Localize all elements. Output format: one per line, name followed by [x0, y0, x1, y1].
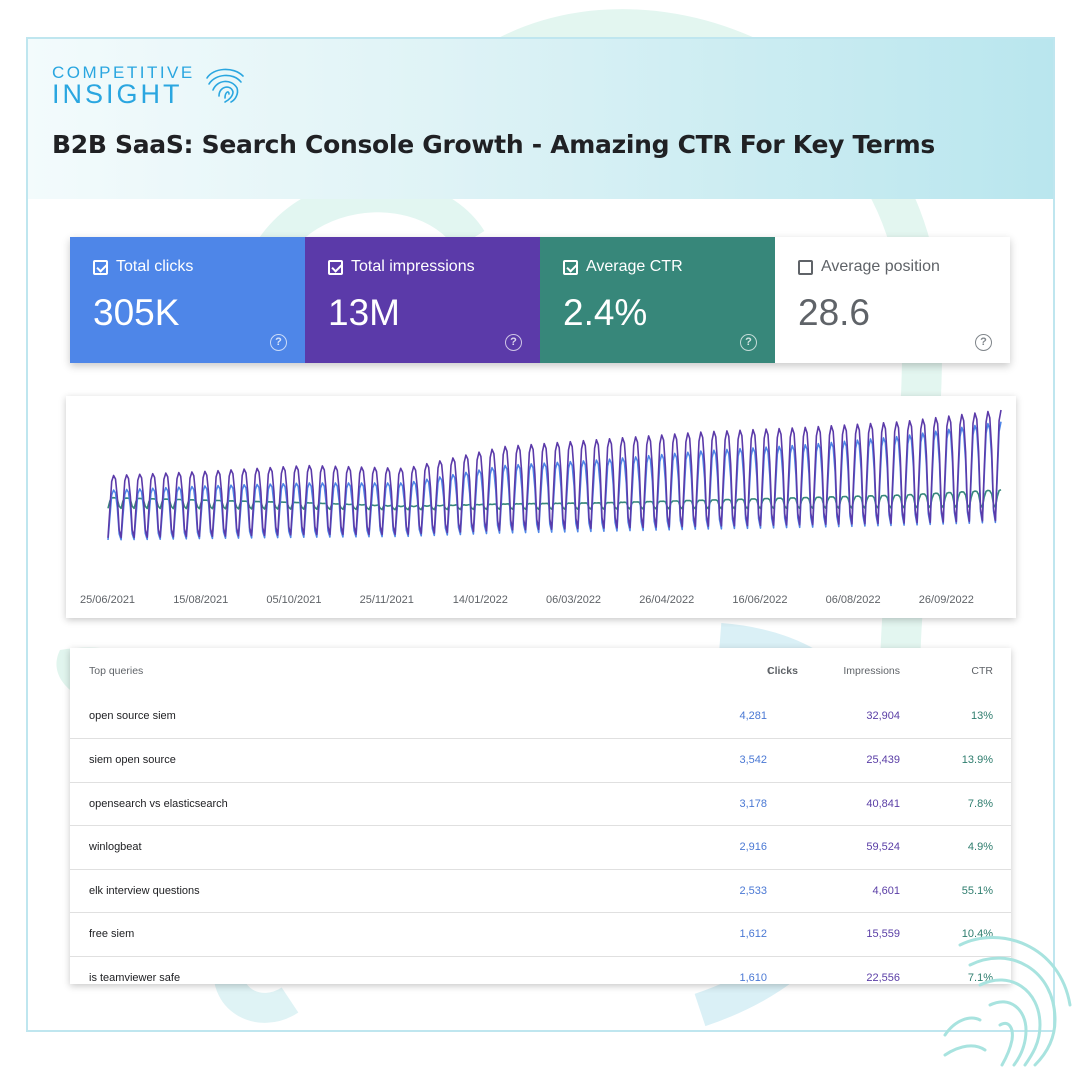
fingerprint-icon	[206, 68, 244, 103]
x-tick-label: 25/11/2021	[359, 594, 414, 606]
table-row[interactable]: opensearch vs elasticsearch 3,178 40,841 7.…	[70, 781, 1011, 826]
metric-cards: Total clicks 305K ? Total impressions 13…	[70, 237, 1010, 363]
chart-plot	[107, 409, 1002, 541]
clicks-cell: 2,533	[739, 884, 767, 897]
table-row[interactable]: is teamviewer safe 1,610 22,556 7.1%	[70, 955, 1011, 1000]
metric-card-clicks[interactable]: Total clicks 305K ?	[70, 237, 305, 363]
header-clicks-label: Clicks	[767, 664, 798, 677]
page-title: B2B SaaS: Search Console Growth - Amazin…	[52, 130, 935, 159]
help-icon[interactable]: ?	[505, 334, 522, 351]
header-queries: Top queries	[89, 664, 144, 677]
metric-label: Average position	[821, 258, 940, 275]
header-banner	[28, 39, 1053, 199]
x-tick-label: 25/06/2021	[80, 594, 136, 606]
query-cell: free siem	[89, 928, 135, 941]
table-row[interactable]: winlogbeat 2,916 59,524 4.9%	[70, 825, 1011, 869]
query-cell: winlogbeat	[89, 841, 142, 854]
x-tick-label: 05/10/2021	[266, 594, 322, 606]
impressions-cell: 40,841	[866, 797, 900, 810]
arrow-down-icon: ↓	[767, 664, 773, 677]
checkbox-icon[interactable]	[328, 259, 343, 275]
x-tick-label: 26/04/2022	[639, 594, 695, 606]
brand-line2: INSIGHT	[52, 79, 183, 109]
fingerprint-decoration-icon	[943, 936, 1072, 1067]
impressions-cell: 15,559	[866, 928, 900, 941]
query-cell: is teamviewer safe	[89, 971, 181, 984]
brand-line1: COMPETITIVE	[52, 63, 195, 82]
query-cell: siem open source	[89, 754, 176, 767]
metric-card-ctr[interactable]: Average CTR 2.4% ?	[540, 237, 775, 363]
table-row[interactable]: free siem 1,612 15,559 10.4%	[70, 912, 1011, 956]
series-line-impressions	[107, 409, 1002, 539]
query-cell: opensearch vs elasticsearch	[89, 797, 228, 810]
clicks-cell: 4,281	[739, 709, 767, 722]
checkbox-icon[interactable]	[563, 259, 578, 275]
x-tick-label: 14/01/2022	[452, 594, 508, 606]
x-tick-label: 15/08/2021	[173, 594, 229, 606]
metric-value: 2.4%	[563, 292, 648, 333]
table-row[interactable]: siem open source 3,542 25,439 13.9%	[70, 738, 1011, 782]
x-tick-label: 16/06/2022	[732, 594, 788, 606]
top-queries-table: Top queries ↓ Clicks Impressions CTR open…	[70, 648, 1011, 984]
metric-value: 13M	[328, 292, 400, 333]
help-icon[interactable]: ?	[975, 334, 992, 351]
ctr-cell: 55.1%	[961, 884, 993, 897]
ctr-cell: 4.9%	[967, 841, 993, 854]
clicks-cell: 3,542	[739, 754, 767, 767]
impressions-cell: 59,524	[866, 841, 900, 854]
impressions-cell: 4,601	[872, 884, 900, 897]
ctr-cell: 13%	[970, 709, 993, 722]
clicks-cell: 1,610	[739, 971, 767, 984]
clicks-cell: 3,178	[739, 797, 767, 810]
clicks-cell: 2,916	[739, 841, 767, 854]
content-frame	[26, 37, 1055, 1032]
checkbox-icon[interactable]	[798, 259, 813, 275]
metric-label: Total clicks	[116, 258, 194, 275]
header-ctr[interactable]: CTR	[971, 664, 993, 677]
checkbox-icon[interactable]	[93, 259, 108, 275]
header-impressions[interactable]: Impressions	[843, 664, 900, 677]
brand-logo: COMPETITIVE INSIGHT	[52, 63, 195, 109]
impressions-cell: 22,556	[866, 971, 900, 984]
metric-value: 305K	[93, 292, 180, 333]
help-icon[interactable]: ?	[270, 334, 287, 351]
x-tick-label: 26/09/2022	[918, 594, 974, 606]
help-icon[interactable]: ?	[740, 334, 757, 351]
query-cell: open source siem	[89, 709, 176, 722]
impressions-cell: 32,904	[866, 709, 900, 722]
table-row[interactable]: elk interview questions 2,533 4,601 55.1%	[70, 868, 1011, 913]
ctr-cell: 7.8%	[967, 797, 993, 810]
x-tick-label: 06/08/2022	[825, 594, 881, 606]
metric-card-impressions[interactable]: Total impressions 13M ?	[305, 237, 540, 363]
performance-chart: 25/06/2021 15/08/2021 05/10/2021 25/11/2021…	[66, 396, 1016, 618]
table-row[interactable]: open source siem 4,281 32,904 13%	[70, 693, 1011, 738]
x-tick-label: 06/03/2022	[546, 594, 602, 606]
metric-label: Average CTR	[586, 258, 683, 275]
impressions-cell: 25,439	[866, 754, 900, 767]
ctr-cell: 13.9%	[961, 754, 993, 767]
metric-label: Total impressions	[351, 258, 475, 275]
clicks-cell: 1,612	[739, 928, 767, 941]
table-header: Top queries ↓ Clicks Impressions CTR	[70, 648, 1011, 693]
metric-card-position[interactable]: Average position 28.6 ?	[775, 237, 1010, 363]
query-cell: elk interview questions	[89, 884, 200, 897]
metric-value: 28.6	[798, 292, 871, 333]
